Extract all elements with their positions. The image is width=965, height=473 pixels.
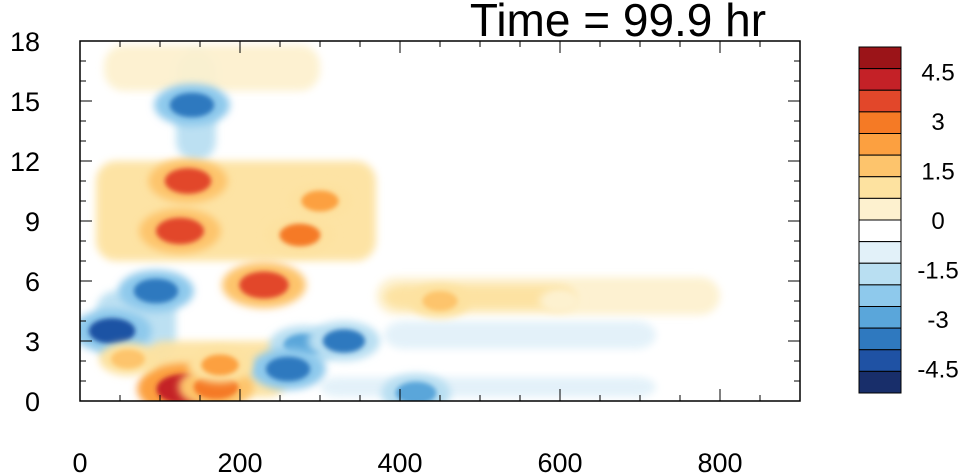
y-axis: 0 3 6 9 12 15 18 [10, 27, 800, 417]
colorbar-box [858, 197, 902, 221]
colorbar-box [858, 262, 902, 286]
colorbar-box [858, 176, 902, 199]
colorbar-label: -3 [927, 307, 948, 334]
colorbar-box [858, 241, 902, 264]
heatmap-band [104, 45, 320, 91]
x-tick-label: 0 [72, 448, 87, 473]
colorbar-box [858, 327, 902, 351]
x-tick-label: 800 [697, 448, 742, 473]
heatmap-feature [88, 318, 136, 344]
heatmap-feature [169, 92, 215, 118]
colorbar: 4.5 3 1.5 0 -1.5 -3 -4.5 [858, 46, 959, 394]
colorbar-box [858, 46, 902, 70]
heatmap-band [384, 321, 656, 349]
heatmap-feature [322, 329, 366, 353]
colorbar-box [858, 89, 902, 113]
y-tick-label: 0 [25, 387, 40, 417]
y-tick-label: 9 [25, 207, 40, 237]
colorbar-box [858, 306, 902, 329]
y-tick-label: 12 [10, 147, 40, 177]
colorbar-box [858, 68, 902, 91]
y-tick-label: 15 [10, 87, 40, 117]
colorbar-label: 4.5 [921, 60, 954, 87]
x-axis: 0 200 400 600 800 [72, 41, 801, 473]
colorbar-label: -1.5 [917, 257, 958, 284]
colorbar-label: 0 [931, 208, 944, 235]
colorbar-box [858, 284, 902, 307]
chart-title: Time = 99.9 hr [470, 0, 766, 46]
heatmap-feature [111, 349, 145, 369]
heatmap-feature [156, 217, 204, 245]
heatmap-feature [239, 271, 289, 299]
x-tick-label: 200 [217, 448, 262, 473]
heatmap-feature [201, 354, 239, 376]
heatmap-feature [547, 293, 573, 309]
heatmap-feature [265, 356, 311, 382]
heatmap-band [320, 377, 656, 397]
colorbar-label: 3 [931, 109, 944, 136]
colorbar-box [858, 219, 902, 243]
heatmap-feature [164, 168, 212, 194]
y-tick-label: 18 [10, 27, 40, 57]
heatmap-feature [301, 190, 339, 212]
y-tick-label: 6 [25, 267, 40, 297]
colorbar-box [858, 133, 902, 156]
heatmap-feature [395, 381, 437, 401]
x-tick-label: 600 [537, 448, 582, 473]
colorbar-box [858, 349, 902, 372]
colorbar-box [858, 111, 902, 134]
colorbar-label: 1.5 [921, 159, 954, 186]
heatmap-feature [279, 223, 321, 247]
heatmap-feature [133, 278, 179, 304]
colorbar-label: -4.5 [917, 356, 958, 383]
heatmap-feature [422, 291, 458, 311]
heatmap-field [80, 45, 720, 401]
y-tick-label: 3 [25, 327, 40, 357]
colorbar-box [858, 154, 902, 178]
x-tick-label: 400 [377, 448, 422, 473]
colorbar-box [858, 370, 902, 394]
